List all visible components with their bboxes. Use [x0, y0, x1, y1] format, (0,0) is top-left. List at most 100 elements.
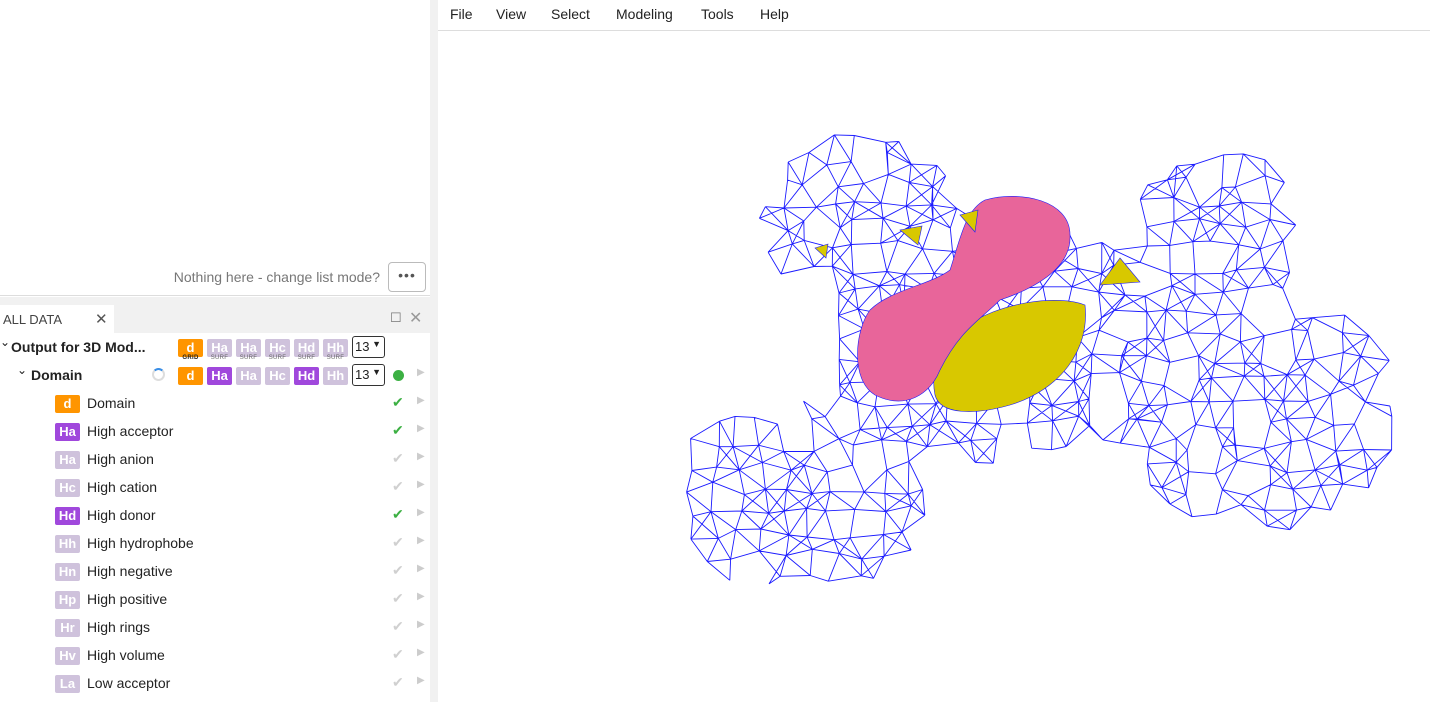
maximize-icon[interactable]: ☐: [390, 310, 402, 325]
menu-modeling[interactable]: Modeling: [616, 6, 673, 22]
splitter[interactable]: [430, 0, 438, 702]
badge-hh: Hh: [55, 535, 80, 553]
list-item[interactable]: Ha High acceptor ✔ ▶: [0, 417, 430, 445]
badge-ha[interactable]: Ha: [236, 339, 261, 357]
menu-file[interactable]: File: [450, 6, 473, 22]
list-item[interactable]: Hd High donor ✔ ▶: [0, 501, 430, 529]
list-item[interactable]: Hv High volume ✔ ▶: [0, 641, 430, 669]
visibility-check-icon[interactable]: ✔: [392, 450, 404, 466]
visibility-check-icon[interactable]: ✔: [392, 394, 404, 410]
menu-select[interactable]: Select: [551, 6, 590, 22]
visibility-check-icon[interactable]: ✔: [392, 534, 404, 550]
status-dot-icon: [393, 370, 404, 381]
badge-d[interactable]: d: [178, 339, 203, 357]
3d-viewport[interactable]: [438, 31, 1430, 702]
visibility-check-icon[interactable]: ✔: [392, 478, 404, 494]
visibility-check-icon[interactable]: ✔: [392, 674, 404, 690]
item-label: Low acceptor: [87, 675, 171, 691]
expand-arrow-icon[interactable]: ▶: [417, 367, 425, 378]
list-item[interactable]: Hc High cation ✔ ▶: [0, 473, 430, 501]
menu-help[interactable]: Help: [760, 6, 789, 22]
data-panel-tabbar: ALL DATA ✕ ☐ ✕: [0, 305, 430, 333]
visibility-check-icon[interactable]: ✔: [392, 590, 404, 606]
expand-chevron-icon[interactable]: ⌄: [17, 363, 28, 377]
list-item[interactable]: Hn High negative ✔ ▶: [0, 557, 430, 585]
expand-arrow-icon[interactable]: ▶: [417, 563, 425, 574]
badge-sub-label: SURF: [326, 355, 345, 361]
expand-arrow-icon[interactable]: ▶: [417, 619, 425, 630]
tree-row-root[interactable]: ⌄ Output for 3D Mod... d GRID Ha SURF Ha SURF Hc…: [0, 333, 430, 361]
item-label: High negative: [87, 563, 173, 579]
item-label: High rings: [87, 619, 151, 635]
badge-hd[interactable]: Hd: [294, 339, 319, 357]
badge-hh[interactable]: Hh: [323, 367, 348, 385]
yellow-fragment: [814, 243, 829, 259]
badge-d[interactable]: d: [178, 367, 203, 385]
item-label: High volume: [87, 647, 165, 663]
item-label: High anion: [87, 451, 154, 467]
badge-hr: Hr: [55, 619, 80, 637]
list-item[interactable]: La Low acceptor ✔ ▶: [0, 669, 430, 697]
badge-hh[interactable]: Hh: [323, 339, 348, 357]
list-panel: Nothing here - change list mode? •••: [0, 0, 430, 296]
badge-ha[interactable]: Ha: [207, 367, 232, 385]
list-item[interactable]: Hh High hydrophobe ✔ ▶: [0, 529, 430, 557]
expand-arrow-icon[interactable]: ▶: [417, 535, 425, 546]
expand-arrow-icon[interactable]: ▶: [417, 507, 425, 518]
badge-hd[interactable]: Hd: [294, 367, 319, 385]
yellow-surface: [933, 300, 1086, 412]
list-item[interactable]: Ha High anion ✔ ▶: [0, 445, 430, 473]
visibility-check-icon[interactable]: ✔: [392, 422, 404, 438]
badge-hc: Hc: [55, 479, 80, 497]
badge-ha[interactable]: Ha: [207, 339, 232, 357]
badge-hp: Hp: [55, 591, 80, 609]
level-value: 13: [355, 339, 370, 354]
badge-sub-label: GRID: [182, 355, 199, 361]
level-value: 13: [355, 367, 370, 382]
yellow-fragment: [899, 225, 923, 246]
level-select[interactable]: 13 ▼: [352, 336, 385, 358]
loading-spinner-icon: [152, 368, 165, 381]
menu-view[interactable]: View: [496, 6, 527, 22]
item-label: High donor: [87, 507, 156, 523]
tab-all-data[interactable]: ALL DATA ✕: [0, 305, 114, 333]
visibility-check-icon[interactable]: ✔: [392, 646, 404, 662]
visibility-check-icon[interactable]: ✔: [392, 618, 404, 634]
expand-arrow-icon[interactable]: ▶: [417, 395, 425, 406]
badge-ha[interactable]: Ha: [236, 367, 261, 385]
list-item[interactable]: Hp High positive ✔ ▶: [0, 585, 430, 613]
tree-row-domain[interactable]: ⌄ Domain d Ha Ha Hc Hd Hh 13 ▼ ▶: [0, 361, 430, 389]
badge-sub-label: SURF: [297, 355, 316, 361]
badge-hn: Hn: [55, 563, 80, 581]
expand-arrow-icon[interactable]: ▶: [417, 423, 425, 434]
list-item[interactable]: d Domain ✔ ▶: [0, 389, 430, 417]
root-label: Output for 3D Mod...: [11, 339, 146, 355]
badge-hd: Hd: [55, 507, 80, 525]
yellow-fragment: [959, 209, 979, 233]
panel-separator[interactable]: [0, 297, 430, 305]
item-label: High hydrophobe: [87, 535, 194, 551]
level-select[interactable]: 13 ▼: [352, 364, 385, 386]
badge-la: La: [55, 675, 80, 693]
list-item[interactable]: Hr High rings ✔ ▶: [0, 613, 430, 641]
expand-arrow-icon[interactable]: ▶: [417, 479, 425, 490]
visibility-check-icon[interactable]: ✔: [392, 562, 404, 578]
close-icon[interactable]: ✕: [95, 311, 108, 328]
badge-hc[interactable]: Hc: [265, 339, 290, 357]
badge-hc[interactable]: Hc: [265, 367, 290, 385]
molecular-surface-view: [686, 134, 1393, 585]
menu-tools[interactable]: Tools: [701, 6, 734, 22]
expand-arrow-icon[interactable]: ▶: [417, 675, 425, 686]
chevron-down-icon: ▼: [372, 367, 381, 377]
badge-d: d: [55, 395, 80, 413]
list-mode-button[interactable]: •••: [388, 262, 426, 292]
expand-arrow-icon[interactable]: ▶: [417, 451, 425, 462]
empty-message: Nothing here - change list mode?: [173, 269, 380, 285]
tab-label: ALL DATA: [3, 312, 63, 327]
expand-chevron-icon[interactable]: ⌄: [0, 335, 11, 349]
close-panel-icon[interactable]: ✕: [409, 310, 423, 327]
visibility-check-icon[interactable]: ✔: [392, 506, 404, 522]
expand-arrow-icon[interactable]: ▶: [417, 647, 425, 658]
menu-bar: File View Select Modeling Tools Help: [438, 0, 1430, 31]
expand-arrow-icon[interactable]: ▶: [417, 591, 425, 602]
